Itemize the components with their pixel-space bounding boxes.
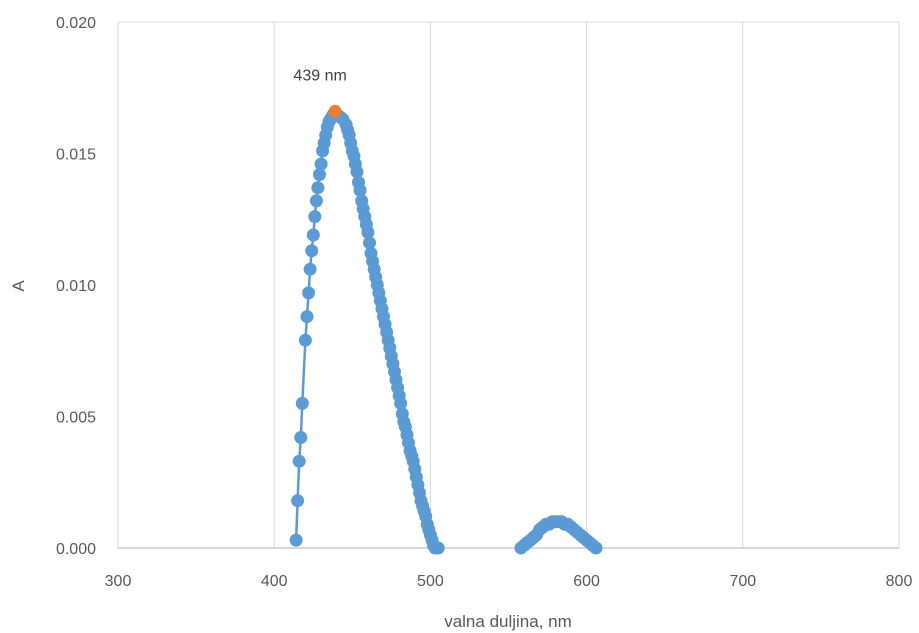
y-tick-label-0: 0.000 [56,541,96,558]
absorbance-series [289,107,603,555]
y-tick-label-2: 0.010 [56,278,96,295]
x-tick-label-300: 300 [105,573,132,590]
x-tick-label-700: 700 [729,573,756,590]
data-point-0-13 [311,181,325,195]
data-point-0-9 [305,244,319,258]
peak-annotation: 439 nm [293,67,346,84]
data-point-0-1 [291,494,305,508]
data-point-1-24 [589,541,603,555]
y-tick-label-3: 0.015 [56,147,96,164]
data-point-0-6 [300,310,314,324]
data-point-0-12 [309,194,323,208]
vertical-gridlines [273,22,744,548]
y-axis-title: A [9,280,28,292]
data-point-0-0 [289,533,303,547]
peak-marker-group [328,104,342,118]
data-point-0-5 [298,333,312,347]
data-point-0-85 [431,541,445,555]
x-tick-labels: 300 400 500 600 700 800 [105,573,913,590]
data-point-0-4 [295,396,309,410]
y-tick-label-1: 0.005 [56,410,96,427]
data-point-0-15 [314,157,328,171]
data-point-0-7 [302,286,316,300]
plot-area [117,21,900,548]
data-point-0-10 [306,228,320,242]
y-tick-label-4: 0.020 [56,15,96,32]
x-tick-label-400: 400 [261,573,288,590]
x-axis-title: valna duljina, nm [444,612,572,631]
x-tick-label-500: 500 [417,573,444,590]
y-tick-labels: 0.000 0.005 0.010 0.015 0.020 [56,15,96,558]
data-point-0-36 [353,183,367,197]
data-point-0-14 [313,168,326,181]
data-point-0-34 [350,165,364,179]
data-point-0-41 [361,225,375,239]
data-point-0-8 [303,262,317,276]
data-point-0-42 [363,236,376,250]
data-point-0-11 [308,210,322,224]
peak-point [328,104,342,118]
data-point-0-2 [292,454,306,468]
x-tick-label-600: 600 [573,573,600,590]
data-point-0-62 [394,396,408,410]
x-tick-label-800: 800 [886,573,913,590]
data-point-0-3 [294,431,308,444]
